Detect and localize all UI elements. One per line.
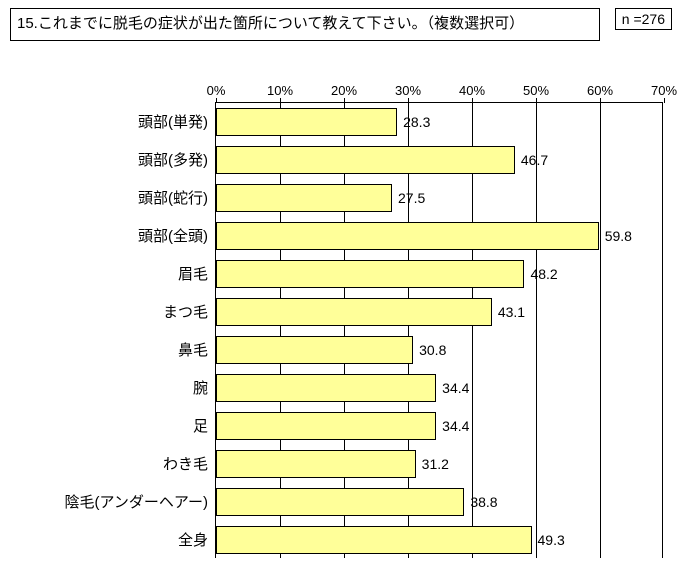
bar — [216, 146, 515, 174]
bar-row: 38.8 — [216, 483, 662, 521]
bar-value-label: 28.3 — [397, 108, 430, 136]
category-label: 全身 — [178, 529, 208, 550]
bar-value-label: 27.5 — [392, 184, 425, 212]
bar — [216, 260, 524, 288]
n-count: n =276 — [615, 8, 672, 30]
bar-row: 31.2 — [216, 445, 662, 483]
category-label: 腕 — [193, 377, 208, 398]
bar-row: 27.5 — [216, 179, 662, 217]
category-label: まつ毛 — [163, 301, 208, 322]
bar-value-label: 34.4 — [436, 412, 469, 440]
bar-row: 28.3 — [216, 103, 662, 141]
bar-value-label: 59.8 — [599, 222, 632, 250]
tick-mark — [664, 98, 665, 103]
bar-value-label: 34.4 — [436, 374, 469, 402]
x-tick-label: 0% — [207, 83, 226, 98]
x-tick-label: 60% — [587, 83, 613, 98]
bar-row: 49.3 — [216, 521, 662, 559]
bar — [216, 222, 599, 250]
x-tick-label: 70% — [651, 83, 677, 98]
bar — [216, 374, 436, 402]
x-tick-label: 30% — [395, 83, 421, 98]
bar-value-label: 43.1 — [492, 298, 525, 326]
bar-row: 34.4 — [216, 407, 662, 445]
bar-value-label: 31.2 — [416, 450, 449, 478]
bar — [216, 184, 392, 212]
bar — [216, 488, 464, 516]
question-title: 15.これまでに脱毛の症状が出た箇所について教えて下さい。（複数選択可） — [10, 8, 600, 41]
category-label: 足 — [193, 415, 208, 436]
bar-value-label: 46.7 — [515, 146, 548, 174]
bar-row: 43.1 — [216, 293, 662, 331]
bar — [216, 450, 416, 478]
category-label: 頭部(全頭) — [138, 225, 208, 246]
category-label: 頭部(単発) — [138, 111, 208, 132]
category-label: 陰毛(アンダーヘアー) — [65, 491, 209, 512]
category-label: わき毛 — [163, 453, 208, 474]
bar-value-label: 48.2 — [524, 260, 557, 288]
bar-value-label: 30.8 — [413, 336, 446, 364]
category-label: 眉毛 — [178, 263, 208, 284]
x-tick-label: 20% — [331, 83, 357, 98]
bar-row: 30.8 — [216, 331, 662, 369]
bar-row: 46.7 — [216, 141, 662, 179]
bar — [216, 412, 436, 440]
category-label: 頭部(蛇行) — [138, 187, 208, 208]
category-label: 頭部(多発) — [138, 149, 208, 170]
bar-row: 34.4 — [216, 369, 662, 407]
bar-value-label: 49.3 — [532, 526, 565, 554]
chart-area: 0% 10% 20% 30% 40% 50% 60% 70% 28.3 46.7 27.5 59.8 4… — [0, 80, 680, 570]
x-tick-label: 50% — [523, 83, 549, 98]
bar — [216, 336, 413, 364]
plot-region: 0%10%20%30%40%50%60%70%28.346.727.559.84… — [215, 102, 663, 558]
bar-row: 48.2 — [216, 255, 662, 293]
bar — [216, 108, 397, 136]
category-label: 鼻毛 — [178, 339, 208, 360]
x-tick-label: 10% — [267, 83, 293, 98]
bar-value-label: 38.8 — [464, 488, 497, 516]
bar-row: 59.8 — [216, 217, 662, 255]
bar — [216, 526, 532, 554]
bar — [216, 298, 492, 326]
chart-container: 15.これまでに脱毛の症状が出た箇所について教えて下さい。（複数選択可） n =… — [0, 0, 680, 577]
x-tick-label: 40% — [459, 83, 485, 98]
